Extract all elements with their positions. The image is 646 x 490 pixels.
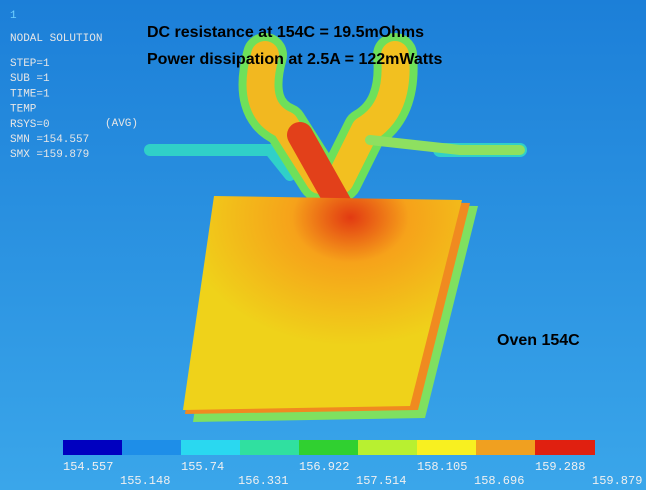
- color-legend: [63, 440, 595, 455]
- annotation: Power dissipation at 2.5A = 122mWatts: [147, 51, 442, 68]
- annotation: Oven 154C: [497, 332, 580, 349]
- legend-label: 155.74: [181, 460, 224, 474]
- legend-label: 157.514: [356, 474, 406, 488]
- legend-swatch: [122, 440, 181, 455]
- info-line: TEMP: [10, 104, 37, 116]
- legend-swatch: [299, 440, 358, 455]
- legend-label: 158.696: [474, 474, 524, 488]
- legend-label: 155.148: [120, 474, 170, 488]
- solution-title: NODAL SOLUTION: [10, 33, 102, 45]
- legend-label: 156.331: [238, 474, 288, 488]
- info-line: RSYS=0: [10, 119, 50, 131]
- info-line: SUB =1: [10, 73, 50, 85]
- annotation: DC resistance at 154C = 19.5mOhms: [147, 24, 424, 41]
- legend-swatch: [535, 440, 595, 455]
- screenshot: 1 NODAL SOLUTION STEP=1 SUB =1 TIME=1 TEMP R…: [0, 0, 646, 490]
- legend-label: 158.105: [417, 460, 467, 474]
- info-line: SMN =154.557: [10, 134, 89, 146]
- legend-swatch: [476, 440, 535, 455]
- legend-swatch: [358, 440, 417, 455]
- legend-label: 159.879: [592, 474, 642, 488]
- legend-label: 156.922: [299, 460, 349, 474]
- info-line: TIME=1: [10, 88, 50, 100]
- window-number: 1: [10, 10, 17, 22]
- info-line: SMX =159.879: [10, 149, 89, 161]
- legend-swatch: [417, 440, 476, 455]
- legend-swatch: [63, 440, 122, 455]
- legend-swatch: [181, 440, 240, 455]
- avg-label: (AVG): [105, 118, 138, 130]
- legend-label: 154.557: [63, 460, 113, 474]
- info-line: STEP=1: [10, 58, 50, 70]
- legend-swatch: [240, 440, 299, 455]
- legend-label: 159.288: [535, 460, 585, 474]
